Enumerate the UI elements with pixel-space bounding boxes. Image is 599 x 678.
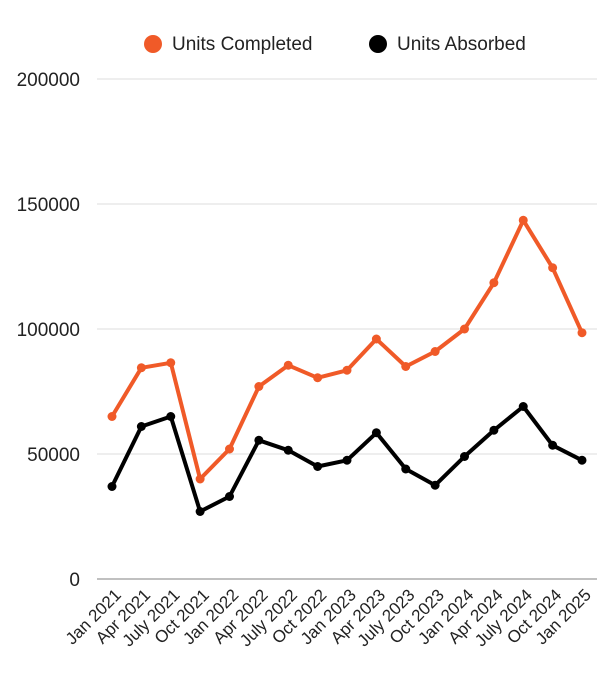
data-point-units-absorbed — [166, 412, 176, 421]
data-point-units-completed — [371, 334, 381, 344]
data-point-units-absorbed — [548, 440, 558, 450]
data-point-units-absorbed — [460, 452, 469, 461]
data-point-units-completed — [166, 358, 176, 368]
data-point-units-absorbed — [195, 507, 205, 516]
legend-marker-units-completed — [144, 35, 162, 53]
data-point-units-absorbed — [577, 455, 587, 465]
data-point-units-completed — [430, 347, 440, 356]
data-point-units-absorbed — [254, 435, 264, 445]
data-point-units-absorbed — [342, 455, 352, 465]
legend-label-units-completed: Units Completed — [172, 34, 312, 55]
data-point-units-absorbed — [136, 422, 146, 431]
data-point-units-completed — [136, 363, 146, 373]
data-point-units-completed — [283, 360, 293, 370]
data-point-units-completed — [401, 362, 411, 371]
y-tick-label: 100000 — [17, 320, 80, 341]
data-point-units-absorbed — [401, 464, 411, 474]
data-point-units-completed — [254, 382, 264, 391]
series-group — [107, 215, 587, 516]
y-tick-label: 0 — [69, 570, 80, 591]
data-point-units-absorbed — [107, 482, 117, 491]
legend-label-units-absorbed: Units Absorbed — [397, 34, 526, 55]
legend: Units Completed Units Absorbed — [144, 34, 526, 55]
series-line-units-completed — [110, 218, 584, 481]
data-point-units-absorbed — [283, 445, 293, 455]
data-point-units-completed — [225, 444, 234, 454]
data-point-units-completed — [107, 412, 117, 421]
data-point-units-completed — [460, 324, 469, 334]
data-point-units-absorbed — [430, 480, 440, 490]
data-point-units-completed — [342, 365, 352, 375]
data-point-units-absorbed — [313, 462, 323, 471]
legend-marker-units-absorbed — [369, 35, 387, 53]
data-point-units-completed — [577, 328, 587, 338]
data-point-units-absorbed — [518, 402, 528, 411]
data-point-units-completed — [313, 373, 323, 383]
y-tick-label: 50000 — [27, 445, 80, 466]
data-point-units-completed — [195, 474, 205, 484]
y-tick-label: 150000 — [17, 195, 80, 216]
gridlines — [97, 78, 597, 580]
data-point-units-absorbed — [225, 492, 234, 501]
y-axis: 0 50000 100000 150000 200000 — [17, 70, 80, 591]
data-point-units-completed — [548, 263, 558, 273]
data-point-units-completed — [489, 278, 499, 288]
data-point-units-absorbed — [489, 425, 499, 435]
data-point-units-completed — [518, 215, 528, 225]
y-tick-label: 200000 — [17, 70, 80, 91]
data-point-units-absorbed — [371, 428, 381, 438]
